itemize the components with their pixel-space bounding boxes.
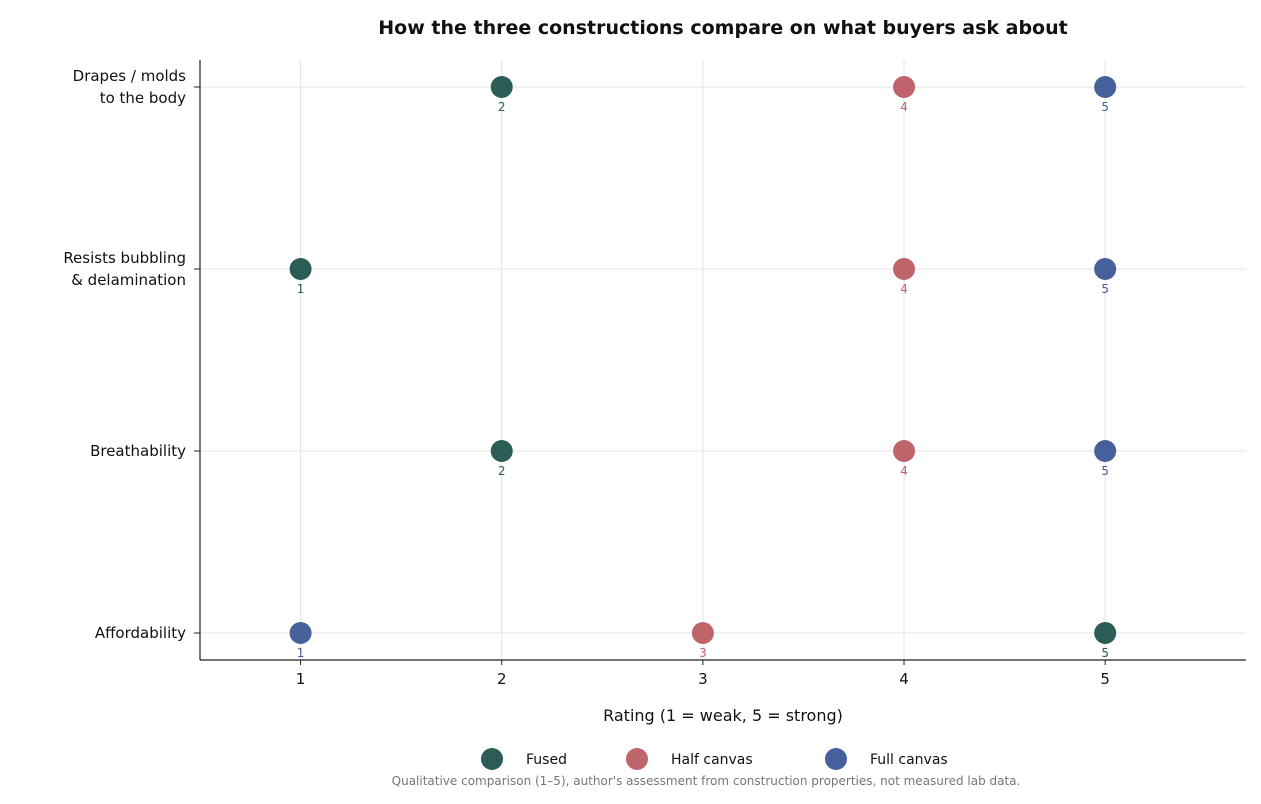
legend-marker-full-canvas: [825, 748, 847, 770]
point-half-canvas-1: [893, 258, 916, 280]
legend-label-fused: Fused: [526, 752, 567, 768]
category-label-0: Drapes / molds to the body: [73, 67, 187, 107]
x-tick-label-4: 4: [899, 670, 909, 688]
value-label-full-canvas-2: 5: [1101, 464, 1109, 478]
point-full-canvas-0: [1094, 76, 1117, 98]
legend: Fused Half canvas Full canvas: [481, 748, 948, 770]
point-full-canvas-1: [1094, 258, 1117, 280]
x-tick-label-3: 3: [698, 670, 708, 688]
category-label-line: & delamination: [71, 271, 186, 289]
footnote: Qualitative comparison (1–5), author's a…: [392, 774, 1021, 788]
point-fused-3: [1094, 622, 1117, 644]
value-label-full-canvas-1: 5: [1101, 282, 1109, 296]
chart-title: How the three constructions compare on w…: [378, 17, 1067, 39]
legend-marker-half-canvas: [626, 748, 648, 770]
value-label-half-canvas-2: 4: [900, 464, 908, 478]
value-label-full-canvas-3: 1: [297, 646, 305, 660]
category-label-line: Drapes / molds: [73, 67, 187, 85]
point-fused-2: [490, 440, 513, 462]
category-label-line: Resists bubbling: [63, 249, 186, 267]
legend-label-full-canvas: Full canvas: [870, 752, 948, 768]
x-axis-label: Rating (1 = weak, 5 = strong): [603, 706, 843, 725]
category-label-3: Affordability: [95, 624, 186, 642]
category-label-line: Breathability: [90, 442, 186, 460]
category-label-1: Resists bubbling & delamination: [63, 249, 186, 289]
value-label-fused-0: 2: [498, 100, 506, 114]
x-tick-labels: 1 2 3 4 5: [296, 670, 1110, 688]
value-label-fused-3: 5: [1101, 646, 1109, 660]
category-label-2: Breathability: [90, 442, 186, 460]
value-label-half-canvas-0: 4: [900, 100, 908, 114]
legend-marker-fused: [481, 748, 503, 770]
value-label-fused-2: 2: [498, 464, 506, 478]
category-label-line: Affordability: [95, 624, 186, 642]
value-label-half-canvas-1: 4: [900, 282, 908, 296]
x-tick-label-1: 1: [296, 670, 306, 688]
point-half-canvas-3: [691, 622, 714, 644]
value-label-fused-1: 1: [297, 282, 305, 296]
point-fused-1: [289, 258, 312, 280]
point-half-canvas-0: [893, 76, 916, 98]
legend-label-half-canvas: Half canvas: [671, 752, 753, 768]
value-label-full-canvas-0: 5: [1101, 100, 1109, 114]
category-labels: Drapes / molds to the body Resists bubblin…: [63, 67, 186, 642]
x-tick-label-2: 2: [497, 670, 507, 688]
x-tick-label-5: 5: [1100, 670, 1110, 688]
axes: [194, 60, 1246, 665]
category-label-line: to the body: [100, 89, 186, 107]
point-fused-0: [490, 76, 513, 98]
grid: [200, 60, 1246, 660]
data-points: 2 1 2 5 4 4 4 3 5 5 5 1: [289, 76, 1117, 660]
point-full-canvas-2: [1094, 440, 1117, 462]
value-label-half-canvas-3: 3: [699, 646, 707, 660]
point-full-canvas-3: [289, 622, 312, 644]
point-half-canvas-2: [893, 440, 916, 462]
